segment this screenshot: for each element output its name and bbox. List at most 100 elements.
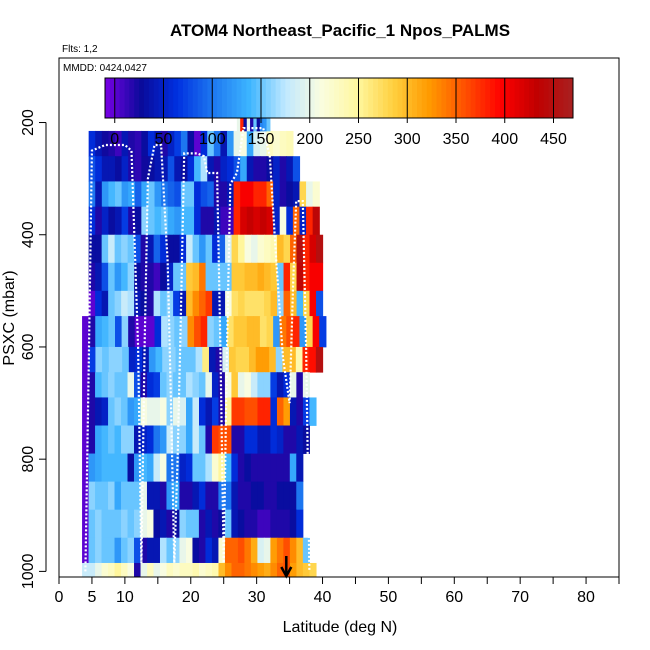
- heatmap-cell: [154, 206, 162, 236]
- colorbar-swatch: [178, 78, 184, 118]
- date-label: MMDD: 0424,0427: [63, 63, 147, 74]
- heatmap-cell: [168, 346, 177, 373]
- heatmap-cell: [140, 234, 148, 264]
- colorbar-swatch: [148, 78, 155, 118]
- colorbar-swatch: [329, 78, 335, 118]
- heatmap-cell: [246, 316, 254, 348]
- heatmap-cell: [253, 206, 261, 236]
- heatmap-cell: [95, 346, 103, 373]
- colorbar-swatch: [378, 78, 384, 118]
- heatmap-cell: [114, 509, 122, 539]
- colorbar-swatch: [129, 78, 135, 118]
- heatmap-cell: [244, 372, 252, 398]
- heatmap-cell: [220, 206, 228, 236]
- colorbar-tick-label: 450: [540, 131, 567, 148]
- heatmap-cell: [159, 453, 168, 483]
- heatmap-cell: [88, 346, 97, 373]
- heatmap-cell: [82, 316, 90, 348]
- heatmap-cell: [218, 425, 226, 454]
- heatmap-cell: [292, 156, 301, 182]
- heatmap-cell: [218, 562, 226, 578]
- heatmap-cell: [134, 397, 142, 426]
- heatmap-cell: [302, 346, 310, 373]
- colorbar-swatch: [295, 78, 301, 118]
- heatmap-cell: [82, 372, 90, 398]
- colorbar-swatch: [163, 78, 169, 118]
- heatmap-cell: [211, 481, 219, 511]
- heatmap-cell: [108, 425, 116, 454]
- heatmap-cell: [192, 453, 200, 483]
- heatmap-cell: [231, 372, 239, 398]
- heatmap-cell: [108, 397, 116, 426]
- heatmap-cell: [128, 316, 136, 348]
- heatmap-cell: [244, 481, 252, 511]
- heatmap-cell: [257, 481, 265, 511]
- heatmap-cell: [172, 372, 181, 398]
- colorbar-swatch: [114, 78, 121, 118]
- heatmap-cell: [257, 537, 265, 564]
- colorbar-swatch: [465, 78, 472, 118]
- colorbar-swatch: [553, 78, 559, 118]
- colorbar-swatch: [173, 78, 179, 118]
- heatmap-cell: [101, 130, 110, 157]
- heatmap-cell: [273, 156, 281, 182]
- heatmap-cell: [276, 537, 284, 564]
- heatmap-cell: [207, 156, 215, 182]
- heatmap-cell: [101, 372, 109, 398]
- colorbar-swatch: [543, 78, 550, 118]
- heatmap-cell: [231, 481, 239, 511]
- heatmap-cell: [95, 537, 103, 564]
- heatmap-cell: [133, 453, 142, 483]
- heatmap-cell: [198, 425, 207, 454]
- heatmap-cell: [207, 181, 215, 208]
- heatmap-cell: [95, 425, 103, 454]
- heatmap-cell: [166, 290, 174, 317]
- heatmap-cell: [153, 481, 161, 511]
- heatmap-cell: [290, 262, 298, 292]
- heatmap-cell: [147, 562, 155, 578]
- heatmap-cell: [279, 206, 287, 236]
- heatmap-cell: [244, 562, 252, 578]
- heatmap-cell: [220, 156, 228, 182]
- colorbar-swatch: [109, 78, 116, 118]
- colorbar-swatch: [168, 78, 174, 118]
- colorbar-swatch: [558, 78, 564, 118]
- colorbar-swatch: [436, 78, 442, 118]
- heatmap-cell: [121, 181, 129, 208]
- flights-label: Flts: 1,2: [62, 44, 98, 55]
- heatmap-cell: [240, 156, 248, 182]
- heatmap-cell: [172, 509, 181, 539]
- heatmap-cell: [167, 206, 175, 236]
- heatmap-cell: [211, 397, 220, 426]
- x-tick-label: 80: [577, 589, 595, 606]
- heatmap-cell: [88, 234, 96, 264]
- heatmap-cell: [101, 316, 110, 348]
- colorbar-swatch: [187, 78, 194, 118]
- heatmap-cell: [200, 130, 208, 157]
- heatmap-cell: [161, 130, 169, 157]
- plot-frame: [58, 57, 620, 578]
- heatmap-cell: [121, 562, 129, 578]
- heatmap-cell: [195, 346, 203, 373]
- heatmap-cell: [205, 372, 213, 398]
- heatmap-cell: [101, 537, 109, 564]
- heatmap-cell: [192, 425, 200, 454]
- colorbar-swatch: [446, 78, 452, 118]
- heatmap-cell: [174, 156, 182, 182]
- heatmap-cell: [194, 206, 202, 236]
- heatmap-cell: [140, 537, 148, 564]
- heatmap-cell: [199, 562, 207, 578]
- heatmap-cell: [289, 397, 298, 426]
- heatmap-cell: [185, 372, 194, 398]
- heatmap-cell: [227, 181, 235, 208]
- heatmap-cell: [147, 234, 155, 264]
- heatmap-cell: [192, 234, 200, 264]
- heatmap-cell: [88, 397, 96, 426]
- heatmap-cell: [186, 290, 194, 317]
- heatmap-cell: [88, 316, 96, 348]
- colorbar-tick-label: 100: [199, 131, 226, 148]
- heatmap-cell: [121, 262, 129, 292]
- heatmap-cell: [161, 181, 169, 208]
- heatmap-cell: [185, 509, 194, 539]
- heatmap-cell: [237, 397, 246, 426]
